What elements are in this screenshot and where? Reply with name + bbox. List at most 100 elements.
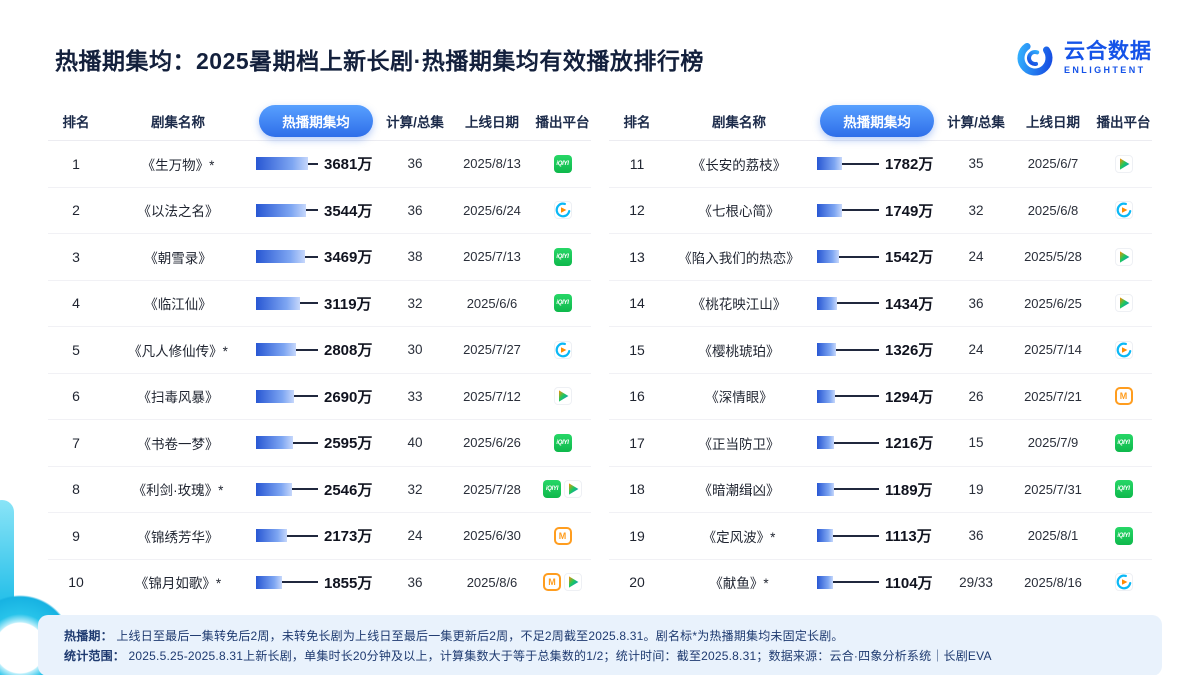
value-leader-line — [287, 534, 318, 537]
episodes-cell: 33 — [407, 388, 423, 404]
value-bar-zone — [256, 296, 318, 310]
table-row: 13 《陷入我们的热恋》 1542万 24 2025/5/28 — [609, 234, 1152, 281]
drama-name: 《扫毒风暴》 — [137, 390, 219, 406]
value-label: 1189万 — [885, 481, 933, 499]
platform-cell — [534, 201, 591, 220]
value-label: 3544万 — [324, 202, 373, 220]
value-bar — [817, 250, 839, 264]
tencent-video-icon — [564, 480, 582, 499]
value-bar — [256, 482, 292, 496]
iqiyi-icon: iQIYI — [1114, 480, 1133, 499]
rank-cell: 12 — [629, 202, 645, 219]
platform-cell — [534, 340, 591, 359]
value-leader-line — [839, 255, 879, 258]
table-row: 16 《深情眼》 1294万 26 2025/7/21 M — [609, 374, 1152, 420]
platform-cell — [1095, 154, 1152, 173]
value-cell: 3681万 — [252, 153, 380, 174]
ranking-tables: 排名 剧集名称 热播期集均 计算/总集 上线日期 播出平台 1 《生万物》* 368… — [0, 78, 1200, 605]
value-cell: 1782万 — [813, 153, 941, 174]
footnote-text-2: 2025.5.25-2025.8.31上新长剧，单集时长20分钟及以上，计算集数… — [128, 649, 992, 663]
rank-cell: 10 — [68, 574, 84, 591]
value-cell: 2808万 — [252, 339, 380, 360]
platform-cell: M — [1095, 387, 1152, 406]
episodes-cell: 32 — [407, 295, 423, 311]
episodes-cell: 36 — [407, 156, 423, 172]
value-leader-line — [308, 162, 318, 165]
value-leader-line — [296, 348, 318, 351]
rank-cell: 16 — [629, 388, 645, 405]
value-cell: 1326万 — [813, 339, 941, 360]
drama-name: 《临江仙》 — [144, 297, 212, 313]
youku-icon — [1114, 573, 1133, 592]
value-bar — [256, 529, 287, 543]
date-cell: 2025/7/21 — [1024, 388, 1082, 404]
iqiyi-icon: iQIYI — [553, 247, 572, 266]
drama-name: 《七根心简》 — [698, 204, 780, 220]
value-bar-zone — [256, 529, 318, 543]
platform-cell — [1095, 201, 1152, 220]
value-cell: 2690万 — [252, 386, 380, 407]
platform-cell: iQIYI — [534, 154, 591, 173]
platform-cell: iQIYI — [1095, 480, 1152, 499]
table-row: 9 《锦绣芳华》 2173万 24 2025/6/30 M — [48, 513, 591, 560]
value-leader-line — [282, 581, 318, 584]
drama-name: 《深情眼》 — [705, 390, 773, 406]
value-leader-line — [293, 441, 318, 444]
drama-name: 《朝雪录》 — [144, 250, 212, 266]
episodes-cell: 19 — [968, 481, 984, 497]
value-label: 1294万 — [885, 388, 934, 406]
rank-cell: 15 — [629, 341, 645, 358]
value-label: 2808万 — [324, 342, 373, 360]
col-header-platform: 播出平台 — [1096, 115, 1151, 130]
value-bar — [817, 157, 842, 171]
value-leader-line — [306, 209, 318, 212]
table-rows-right: 11 《长安的荔枝》 1782万 35 2025/6/7 12 《七根心简》 1749万 32 2… — [609, 141, 1152, 605]
col-header-value: 热播期集均 — [813, 105, 941, 137]
value-cell: 1294万 — [813, 386, 941, 407]
youku-icon — [553, 201, 572, 220]
date-cell: 2025/6/7 — [1027, 156, 1079, 172]
drama-name: 《长安的荔枝》 — [691, 157, 787, 173]
date-cell: 2025/6/30 — [463, 528, 521, 544]
value-bar — [817, 203, 842, 217]
table-rows-left: 1 《生万物》* 3681万 36 2025/8/13 iQIYI 2 《以法之名》 3544万… — [48, 141, 591, 605]
rank-cell: 17 — [629, 434, 645, 451]
table-row: 15 《樱桃琥珀》 1326万 24 2025/7/14 — [609, 327, 1152, 374]
platform-cell: iQIYI — [534, 480, 591, 499]
platform-cell: iQIYI — [534, 247, 591, 266]
rank-cell: 5 — [72, 341, 80, 358]
drama-name: 《利剑·玫瑰》* — [132, 483, 224, 499]
platform-cell — [1095, 294, 1152, 313]
table-row: 12 《七根心简》 1749万 32 2025/6/8 — [609, 188, 1152, 234]
date-cell: 2025/5/28 — [1024, 249, 1082, 265]
iqiyi-icon: iQIYI — [553, 294, 572, 313]
platform-cell: M — [534, 573, 591, 592]
date-cell: 2025/8/16 — [1024, 574, 1082, 590]
value-leader-line — [292, 488, 318, 491]
rank-cell: 11 — [629, 155, 645, 172]
value-bar-zone — [817, 389, 879, 403]
table-row: 7 《书卷一梦》 2595万 40 2025/6/26 iQIYI — [48, 420, 591, 467]
rank-cell: 20 — [629, 574, 645, 591]
value-cell: 2546万 — [252, 479, 380, 500]
col-header-name: 剧集名称 — [712, 115, 766, 130]
drama-name: 《樱桃琥珀》 — [698, 343, 780, 359]
value-leader-line — [294, 395, 318, 398]
table-row: 3 《朝雪录》 3469万 38 2025/7/13 iQIYI — [48, 234, 591, 281]
date-cell: 2025/6/25 — [1024, 295, 1082, 311]
date-cell: 2025/7/12 — [463, 388, 521, 404]
value-label: 2173万 — [324, 528, 373, 546]
value-bar-zone — [256, 157, 318, 171]
value-bar-zone — [256, 203, 318, 217]
value-bar — [256, 575, 282, 589]
episodes-cell: 36 — [968, 528, 984, 544]
drama-name: 《书卷一梦》 — [137, 436, 219, 452]
value-bar-zone — [256, 343, 318, 357]
col-header-name: 剧集名称 — [151, 115, 205, 130]
date-cell: 2025/6/8 — [1027, 202, 1079, 218]
value-leader-line — [834, 441, 879, 444]
platform-cell — [1095, 573, 1152, 592]
tencent-video-icon — [1114, 247, 1133, 266]
platform-cell: iQIYI — [534, 433, 591, 452]
tencent-video-icon — [1114, 294, 1133, 313]
